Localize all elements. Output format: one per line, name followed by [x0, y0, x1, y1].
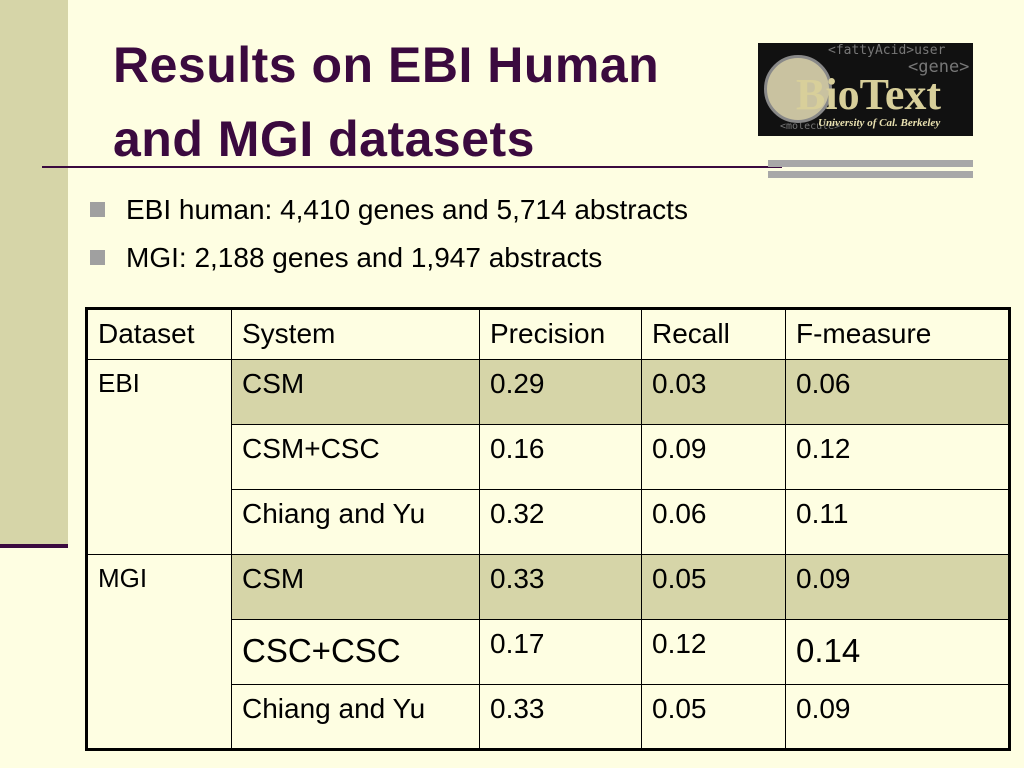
value-cell: 0.32 — [479, 489, 642, 555]
deco-bar — [768, 171, 973, 178]
deco-bar — [768, 160, 973, 167]
logo-seal — [764, 55, 832, 123]
logo-tag: <molecule> — [780, 121, 841, 132]
table-row: CSC+CSC 0.17 0.12 0.14 — [87, 619, 1010, 685]
logo-tag: <fattyAcid>user — [828, 43, 946, 58]
header-cell: Dataset — [86, 308, 232, 360]
table-row: MGI CSM 0.33 0.05 0.09 — [86, 554, 1010, 750]
value-cell: 0.17 — [479, 619, 642, 685]
value-cell: 0.33 — [479, 554, 642, 620]
dataset-cell: EBI — [86, 359, 232, 555]
value-cell: 0.06 — [785, 359, 1010, 425]
system-cell: CSM+CSC — [231, 424, 480, 490]
bullet-list: EBI human: 4,410 genes and 5,714 abstrac… — [90, 186, 688, 282]
system-cell: Chiang and Yu — [231, 489, 480, 555]
logo-name: BioText — [796, 70, 942, 119]
header-cell: Recall — [641, 308, 786, 360]
value-cell: 0.05 — [641, 554, 786, 620]
value-cell: 0.09 — [785, 554, 1010, 620]
system-cell: Chiang and Yu — [231, 684, 480, 750]
title-rule — [42, 166, 782, 168]
value-cell: 0.09 — [785, 684, 1010, 750]
value-cell: 0.16 — [479, 424, 642, 490]
table-row: EBI CSM 0.29 0.03 0.06 — [86, 359, 1010, 555]
header-cell: Precision — [479, 308, 642, 360]
strip-rule — [0, 544, 68, 548]
system-cell: CSC+CSC — [231, 619, 480, 685]
system-cell: CSM — [231, 554, 480, 620]
dataset-cell: MGI — [86, 554, 232, 750]
value-cell: 0.12 — [641, 619, 786, 685]
value-cell: 0.12 — [785, 424, 1010, 490]
logo: <fattyAcid>user <gene> <molecule> BioTex… — [758, 43, 973, 136]
logo-subtitle: University of Cal. Berkeley — [818, 117, 941, 129]
value-cell: 0.06 — [641, 489, 786, 555]
value-cell: 0.03 — [641, 359, 786, 425]
value-cell: 0.33 — [479, 684, 642, 750]
side-strip — [0, 0, 68, 545]
value-cell: 0.09 — [641, 424, 786, 490]
value-cell: 0.11 — [785, 489, 1010, 555]
header-cell: F-measure — [785, 308, 1010, 360]
value-cell: 0.05 — [641, 684, 786, 750]
value-cell: 0.29 — [479, 359, 642, 425]
logo-tag: <gene> — [908, 57, 970, 77]
header-row: Dataset System Precision Recall F-measure — [86, 308, 1010, 360]
table-row: Chiang and Yu 0.33 0.05 0.09 — [87, 684, 1010, 750]
header-cell: System — [231, 308, 480, 360]
bullet: MGI: 2,188 genes and 1,947 abstracts — [90, 234, 688, 282]
bullet: EBI human: 4,410 genes and 5,714 abstrac… — [90, 186, 688, 234]
system-cell: CSM — [231, 359, 480, 425]
title: Results on EBI Human and MGI datasets — [113, 37, 660, 167]
results-table: Dataset System Precision Recall F-measure EBI… — [85, 307, 1011, 751]
value-cell: 0.14 — [785, 619, 1010, 685]
table-row: Chiang and Yu 0.32 0.06 0.11 — [87, 489, 1010, 555]
table-row: CSM+CSC 0.16 0.09 0.12 — [87, 424, 1010, 490]
